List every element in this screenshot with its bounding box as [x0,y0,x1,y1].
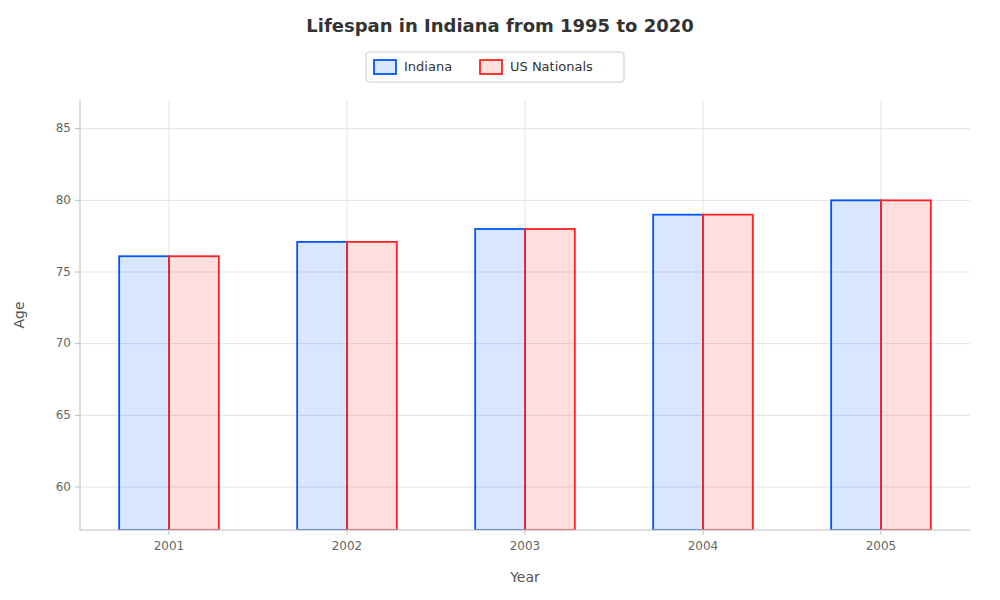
y-tick-label: 65 [56,408,71,422]
bar [831,200,881,530]
x-tick-label: 2001 [154,539,185,553]
x-axis-label: Year [509,569,540,585]
y-tick-label: 85 [56,121,71,135]
y-tick [75,128,80,129]
legend: Indiana US Nationals [366,52,624,82]
title: Lifespan in Indiana from 1995 to 2020 [306,15,694,36]
bar [297,242,347,530]
bar [119,256,169,530]
legend-swatch [374,60,396,74]
y-tick [75,200,80,201]
x-tick [347,530,348,535]
bar [703,215,753,530]
y-tick-label: 75 [56,265,71,279]
x-tick [881,530,882,535]
bar [653,215,703,530]
y-tick [75,272,80,273]
bar [475,229,525,530]
x-tick-label: 2003 [510,539,541,553]
y-tick-label: 60 [56,480,71,494]
y-tick-label: 80 [56,193,71,207]
bar [347,242,397,530]
axes: 60 65 70 75 80 85 2001 2002 2003 2004 2005 [56,100,970,553]
bar [881,200,931,530]
legend-label: US Nationals [510,59,593,74]
x-tick-label: 2005 [866,539,897,553]
x-tick-label: 2002 [332,539,363,553]
y-tick [75,343,80,344]
x-tick [169,530,170,535]
y-axis-label: Age [11,301,27,328]
legend-swatch [480,60,502,74]
y-tick [75,415,80,416]
legend-label: Indiana [404,59,452,74]
bar [525,229,575,530]
y-tick-label: 70 [56,336,71,350]
legend-box [366,52,624,82]
chart-container: 60 65 70 75 80 85 2001 2002 2003 2004 2005 Year Age L… [0,0,1000,600]
y-tick [75,487,80,488]
grid [80,100,970,530]
x-tick-label: 2004 [688,539,719,553]
bars [119,200,931,530]
x-tick [703,530,704,535]
x-tick [525,530,526,535]
y-axis-line [80,100,81,530]
bar [169,256,219,530]
chart: 60 65 70 75 80 85 2001 2002 2003 2004 2005 Year Age L… [0,0,1000,600]
